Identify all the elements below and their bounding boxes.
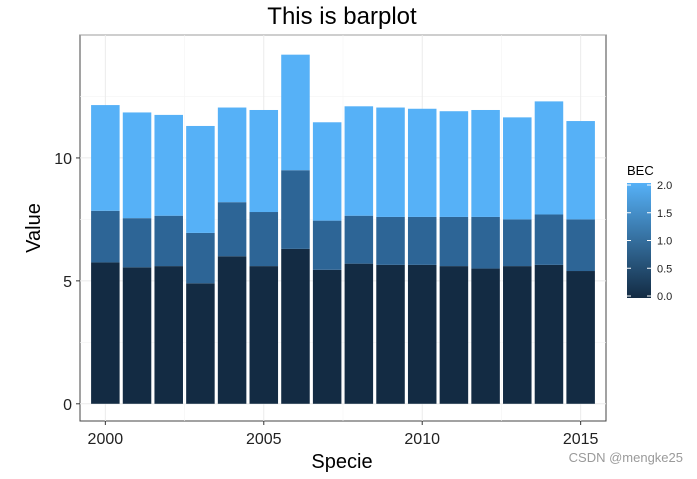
- bar-segment: [439, 216, 469, 267]
- bar-segment: [566, 271, 595, 404]
- bar-segment: [407, 108, 437, 217]
- bar-segment: [407, 216, 437, 265]
- bar-segment: [281, 54, 310, 171]
- x-tick-label: 2010: [404, 431, 440, 448]
- bar-segment: [376, 107, 405, 217]
- legend-tick-label: 0.5: [657, 263, 672, 275]
- bar-segment: [471, 216, 500, 269]
- bar-segment: [503, 219, 532, 267]
- bar-segment: [281, 248, 310, 404]
- bar-segment: [154, 215, 183, 267]
- bar-segment: [154, 114, 183, 216]
- bar-segment: [376, 264, 405, 404]
- x-tick-label: 2000: [88, 431, 124, 448]
- bar-segment: [91, 210, 120, 263]
- watermark: CSDN @mengke25: [568, 450, 683, 465]
- bar-segment: [122, 218, 152, 268]
- bar-segment: [217, 107, 247, 203]
- bar-segment: [439, 266, 469, 404]
- y-axis-title: Value: [23, 203, 45, 253]
- bar-segment: [344, 106, 374, 216]
- bar-segment: [186, 283, 215, 404]
- legend-title: BEC: [627, 163, 654, 178]
- bar-segment: [566, 121, 595, 220]
- bar-segment: [344, 263, 374, 404]
- x-tick-label: 2005: [246, 431, 282, 448]
- bar-segment: [439, 111, 469, 217]
- chart-title: This is barplot: [267, 3, 417, 30]
- bar-segment: [503, 117, 532, 220]
- legend-ticks: 0.0 0.5 1.0 1.5 2.0: [627, 180, 672, 303]
- bar-segment: [312, 220, 342, 270]
- y-tick-label: 0: [63, 397, 72, 414]
- legend: BEC 0.0 0.5 1.0 1.5 2.0: [627, 163, 672, 303]
- bar-segment: [281, 170, 310, 249]
- bar-segment: [122, 112, 152, 219]
- bar-segment: [566, 219, 595, 272]
- bar-segment: [534, 214, 564, 265]
- bar-segment: [312, 122, 342, 221]
- bar-segment: [376, 216, 405, 265]
- bar-segment: [186, 125, 215, 233]
- bar-segment: [91, 105, 120, 211]
- bar-segment: [91, 262, 120, 404]
- bar-segment: [249, 109, 279, 213]
- x-tick-label: 2015: [563, 431, 599, 448]
- bar-segment: [186, 232, 215, 284]
- bar-segment: [344, 215, 374, 264]
- bar-segment: [312, 269, 342, 404]
- bar-segment: [154, 266, 183, 404]
- bars: [91, 54, 595, 404]
- legend-tick-label: 0.0: [657, 291, 672, 303]
- bar-segment: [534, 264, 564, 404]
- y-tick-label: 5: [63, 274, 72, 291]
- axes: 0 5 10 2000 2005 2010 2015: [54, 151, 598, 448]
- bar-segment: [217, 256, 247, 404]
- bar-segment: [471, 109, 500, 217]
- legend-tick-label: 2.0: [657, 180, 672, 192]
- bar-segment: [407, 264, 437, 404]
- bar-segment: [217, 202, 247, 257]
- bar-segment: [249, 212, 279, 267]
- bar-segment: [503, 266, 532, 404]
- bar-segment: [471, 268, 500, 404]
- bar-segment: [534, 101, 564, 215]
- bar-segment: [249, 266, 279, 404]
- bar-segment: [122, 267, 152, 404]
- legend-tick-label: 1.5: [657, 208, 672, 220]
- legend-tick-label: 1.0: [657, 236, 672, 248]
- x-axis-title: Specie: [311, 451, 372, 473]
- y-tick-label: 10: [54, 151, 72, 168]
